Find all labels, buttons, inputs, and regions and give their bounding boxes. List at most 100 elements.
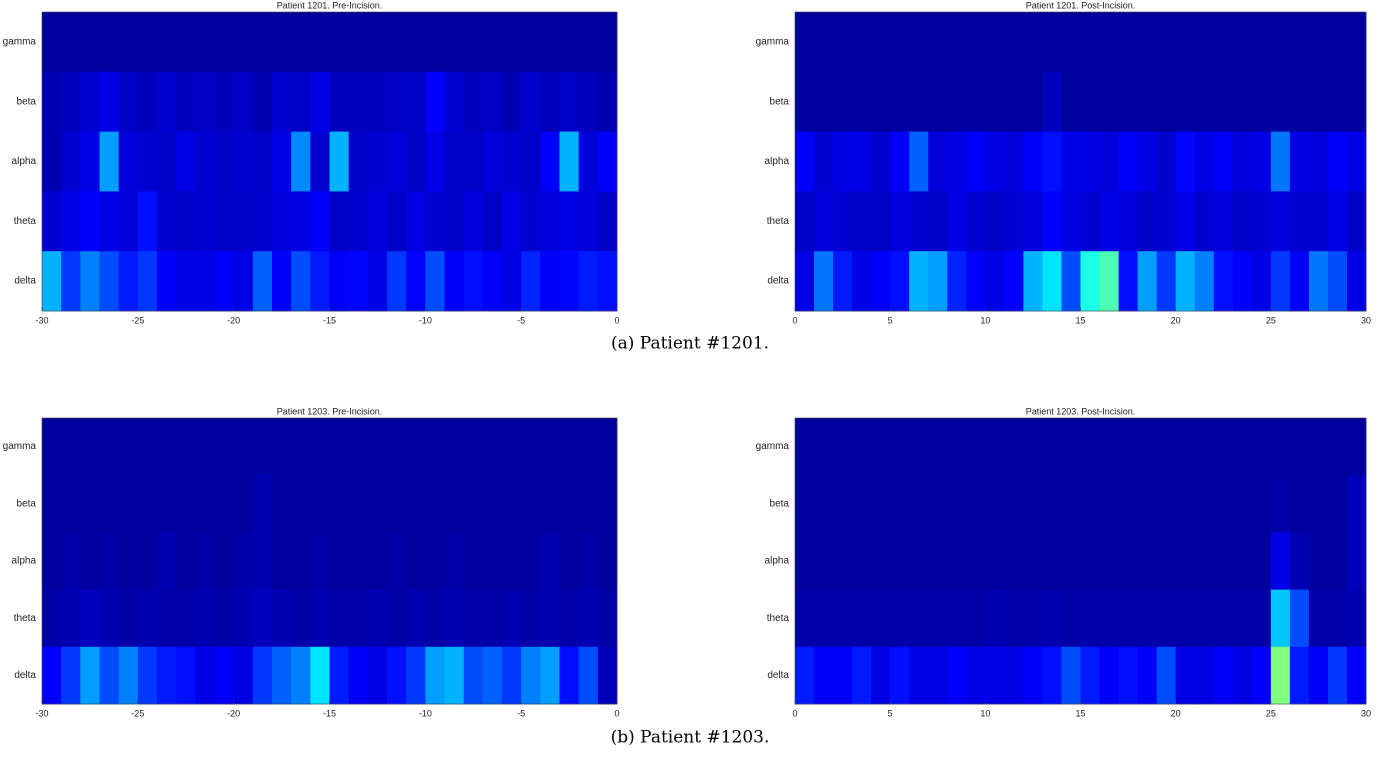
heat-cell (1251, 646, 1272, 705)
heat-cell (559, 589, 580, 648)
heat-cell (1099, 475, 1119, 533)
x-tick-label: -15 (323, 315, 336, 325)
heat-cell (291, 646, 311, 705)
heat-cell (833, 12, 853, 73)
heat-cell (852, 191, 872, 252)
heat-cell (1099, 71, 1119, 132)
heat-cell (252, 646, 273, 705)
heat-cell (310, 12, 330, 73)
heat-cell (118, 71, 139, 132)
heat-cell (348, 418, 369, 476)
heat-cell (521, 475, 541, 533)
heat-cell (1023, 12, 1043, 73)
y-tick-label: theta (14, 216, 37, 227)
heat-cell (61, 191, 81, 252)
heat-cell (578, 251, 599, 312)
heat-cell (214, 532, 235, 590)
heat-cell (1042, 251, 1062, 312)
heat-cell (1346, 71, 1367, 132)
heat-cell (1004, 131, 1024, 192)
heat-cell (348, 71, 369, 132)
heat-cell (578, 71, 599, 132)
heat-cell (1232, 251, 1253, 312)
heat-cell (1156, 131, 1177, 192)
heat-cell (1327, 12, 1348, 73)
x-tick-label: 20 (1171, 315, 1181, 325)
heat-cell (272, 418, 292, 476)
heat-cell (985, 532, 1005, 590)
heat-cell (502, 191, 522, 252)
heat-cell (833, 71, 853, 132)
heat-cell (367, 251, 388, 312)
heat-cell (1099, 589, 1119, 648)
heat-cell (1213, 131, 1234, 192)
heat-cell (406, 12, 426, 73)
heat-cell (1023, 532, 1043, 590)
heat-cell (909, 646, 929, 705)
heat-cell (814, 71, 834, 132)
heat-cell (540, 12, 560, 73)
heat-cell (502, 71, 522, 132)
heat-cell (985, 131, 1005, 192)
heat-cell (890, 12, 910, 73)
heat-cell (1289, 131, 1310, 192)
heat-cell (1175, 191, 1196, 252)
heat-cell (406, 589, 426, 648)
heat-cell (195, 418, 215, 476)
heat-cell (463, 71, 484, 132)
heat-cell (1308, 475, 1329, 533)
heat-cell (195, 589, 215, 648)
x-tick-label: 0 (792, 315, 797, 325)
heat-cell (463, 418, 484, 476)
heat-cell (1194, 131, 1215, 192)
heat-cell (118, 475, 139, 533)
heat-cell (406, 475, 426, 533)
heat-cell (118, 12, 139, 73)
y-tick-label: beta (770, 96, 790, 107)
chart-title: Patient 1203. Post-Incision. (1026, 406, 1136, 416)
y-tick-label: beta (17, 96, 37, 107)
heat-cell (176, 589, 196, 648)
heat-cell (871, 12, 891, 73)
x-tick-label: 5 (888, 708, 893, 718)
heat-cell (118, 532, 139, 590)
heat-cell (61, 251, 81, 312)
heat-cell (99, 646, 120, 705)
x-tick-label: -5 (517, 708, 525, 718)
heat-cell (890, 532, 910, 590)
heat-cell (272, 475, 292, 533)
heat-cell (909, 532, 929, 590)
heat-cell (444, 12, 465, 73)
heat-cell (233, 191, 254, 252)
heat-cell (909, 475, 929, 533)
heat-cell (1175, 589, 1196, 648)
heat-cell (1118, 251, 1138, 312)
y-tick-label: theta (767, 613, 790, 624)
heat-cell (406, 71, 426, 132)
heat-cell (1194, 532, 1215, 590)
heat-cell (1308, 589, 1329, 648)
heat-cell (387, 251, 407, 312)
heat-cell (1042, 532, 1062, 590)
heat-cell (1023, 646, 1043, 705)
heat-cell (157, 532, 177, 590)
heat-cell (329, 131, 350, 192)
heat-cell (1004, 418, 1024, 476)
heat-cell (1251, 251, 1272, 312)
heat-cell (985, 589, 1005, 648)
heat-cell (482, 532, 503, 590)
x-tick-label: 10 (980, 708, 990, 718)
heat-cell (195, 646, 215, 705)
heat-cell (1289, 589, 1310, 648)
heat-cell (1137, 12, 1158, 73)
heat-cell (99, 12, 120, 73)
heat-cell (521, 71, 541, 132)
heat-cell (1080, 646, 1100, 705)
heat-cell (42, 532, 62, 590)
heat-cell (444, 71, 465, 132)
heat-cell (1346, 589, 1367, 648)
heat-cell (1327, 251, 1348, 312)
heat-cell (833, 251, 853, 312)
y-tick-label: theta (14, 613, 37, 624)
